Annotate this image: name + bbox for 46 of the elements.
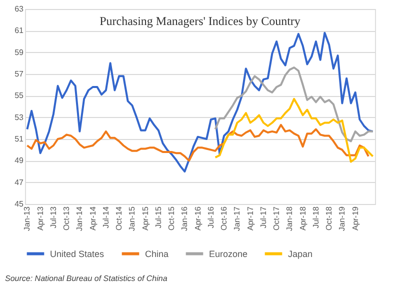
x-tick-label: Apr-18 (298, 206, 308, 231)
y-tick-label: 57 (14, 70, 24, 78)
y-tick-label: 49 (14, 156, 24, 166)
y-tick-label: 63 (14, 4, 24, 14)
line-series (214, 98, 374, 163)
x-tick-label: Oct-15 (167, 206, 176, 231)
source-note: Source: National Bureau of Statistics of China (5, 274, 168, 283)
x-tick-label: Oct-16 (220, 206, 229, 231)
x-tick-label: Jul-13 (48, 206, 58, 228)
y-tick-label: 47 (14, 178, 24, 187)
chart-title: Purchasing Managers' Indices by Country (100, 14, 300, 28)
x-tick-label: Oct-13 (62, 206, 72, 231)
x-tick-label: Jan-16 (180, 206, 190, 231)
legend-label: China (145, 248, 169, 259)
x-tick-label: Apr-15 (140, 206, 150, 231)
x-tick-label: Jul-14 (101, 206, 110, 228)
x-tick-label: Apr-13 (36, 206, 45, 231)
x-tick-label: Oct-18 (324, 206, 334, 231)
legend-label: Japan (288, 248, 313, 259)
x-tick-label: Jul-16 (206, 206, 216, 228)
x-tick-label: Apr-16 (193, 206, 202, 231)
x-tick-label: Oct-14 (114, 206, 124, 231)
x-tick-label: Apr-14 (88, 206, 98, 231)
line-series (214, 66, 374, 142)
x-tick-label: Apr-19 (350, 206, 360, 231)
y-tick-label: 45 (14, 200, 24, 208)
y-tick-label: 59 (14, 48, 24, 57)
line-series (26, 32, 374, 172)
x-tick-label: Jul-17 (258, 206, 268, 228)
y-tick-label: 55 (14, 91, 24, 100)
x-tick-label: Jan-13 (22, 206, 32, 231)
y-tick-label: 51 (14, 134, 24, 144)
x-tick-label: Jul-15 (154, 206, 163, 228)
x-tick-label: Jul-18 (311, 206, 320, 228)
line-series (26, 124, 370, 162)
legend-label: Eurozone (209, 248, 248, 259)
y-tick-label: 53 (14, 112, 24, 122)
x-tick-label: Apr-17 (246, 206, 255, 231)
x-tick-label: Jan-19 (338, 206, 347, 231)
x-tick-label: Jan-17 (232, 206, 242, 231)
legend-label: United States (50, 248, 105, 259)
x-tick-label: Oct-17 (272, 206, 282, 231)
x-tick-label: Jan-18 (285, 206, 294, 231)
y-tick-label: 61 (14, 26, 24, 36)
x-tick-label: Jan-14 (75, 206, 84, 231)
x-tick-label: Jan-15 (128, 206, 137, 231)
